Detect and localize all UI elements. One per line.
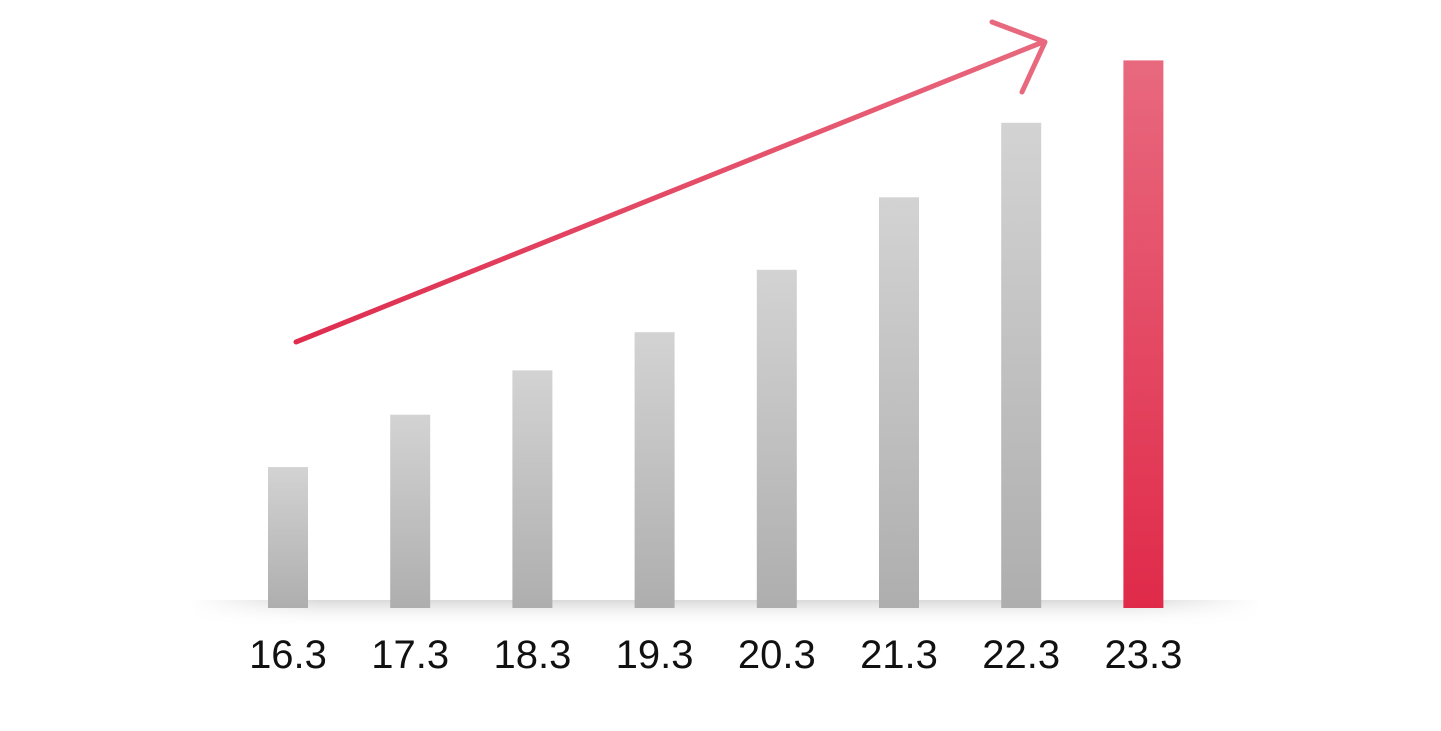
- bar: [268, 467, 308, 608]
- x-tick-label: 18.3: [493, 633, 571, 677]
- bar-highlight: [1123, 60, 1164, 608]
- x-tick-label: 22.3: [982, 633, 1060, 677]
- bar: [390, 414, 431, 608]
- x-tick-labels: 16.3 17.3 18.3 19.3 20.3 21.3 22.3 23.3: [249, 633, 1182, 677]
- baseline-shadow: [190, 600, 1260, 628]
- x-tick-label: 16.3: [249, 633, 327, 677]
- x-tick-label: 21.3: [860, 633, 938, 677]
- trend-arrow-icon: [293, 19, 1048, 345]
- bar: [879, 197, 919, 609]
- x-tick-label: 23.3: [1104, 633, 1182, 677]
- bar: [756, 269, 797, 608]
- bar: [512, 370, 553, 608]
- bar-group: [268, 60, 1164, 609]
- bar: [1001, 122, 1042, 609]
- x-tick-label: 17.3: [371, 633, 449, 677]
- bar: [634, 332, 675, 608]
- x-tick-label: 19.3: [616, 633, 694, 677]
- x-tick-label: 20.3: [738, 633, 816, 677]
